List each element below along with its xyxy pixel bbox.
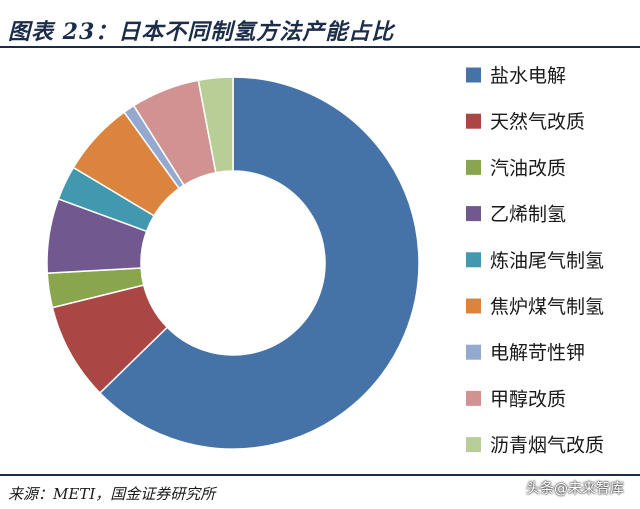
watermark: 头条@未来智库 xyxy=(526,481,624,497)
title-rule xyxy=(0,46,640,48)
legend: 盐水电解天然气改质汽油改质乙烯制氢炼油尾气制氢焦炉煤气制氢电解苛性钾甲醇改质沥青… xyxy=(466,65,604,457)
donut-chart: 盐水电解天然气改质汽油改质乙烯制氢炼油尾气制氢焦炉煤气制氢电解苛性钾甲醇改质沥青… xyxy=(46,65,604,457)
chart-title: 图表 23：日本不同制氢方法产能占比 xyxy=(8,19,395,45)
legend-label: 盐水电解 xyxy=(490,65,566,87)
legend-swatch xyxy=(466,206,481,222)
source-note: 来源：METI，国金证券研究所 xyxy=(8,485,216,503)
legend-swatch xyxy=(466,113,481,129)
legend-label: 电解苛性钾 xyxy=(490,342,585,364)
legend-label: 沥青烟气改质 xyxy=(490,435,604,457)
legend-label: 乙烯制氢 xyxy=(490,204,566,226)
legend-swatch xyxy=(466,159,481,175)
legend-swatch xyxy=(466,344,481,360)
legend-swatch xyxy=(466,390,481,406)
legend-label: 炼油尾气制氢 xyxy=(490,250,604,272)
donut-slice xyxy=(98,76,420,450)
legend-swatch xyxy=(466,252,481,268)
legend-swatch xyxy=(466,437,481,453)
legend-swatch xyxy=(466,67,481,83)
donut-slice xyxy=(197,76,234,174)
source-rule xyxy=(0,474,640,476)
legend-swatch xyxy=(466,298,481,314)
legend-label: 天然气改质 xyxy=(490,111,585,133)
legend-label: 甲醇改质 xyxy=(490,388,566,410)
legend-label: 焦炉煤气制氢 xyxy=(490,296,604,318)
legend-label: 汽油改质 xyxy=(490,157,566,179)
donut-slices xyxy=(46,76,420,450)
